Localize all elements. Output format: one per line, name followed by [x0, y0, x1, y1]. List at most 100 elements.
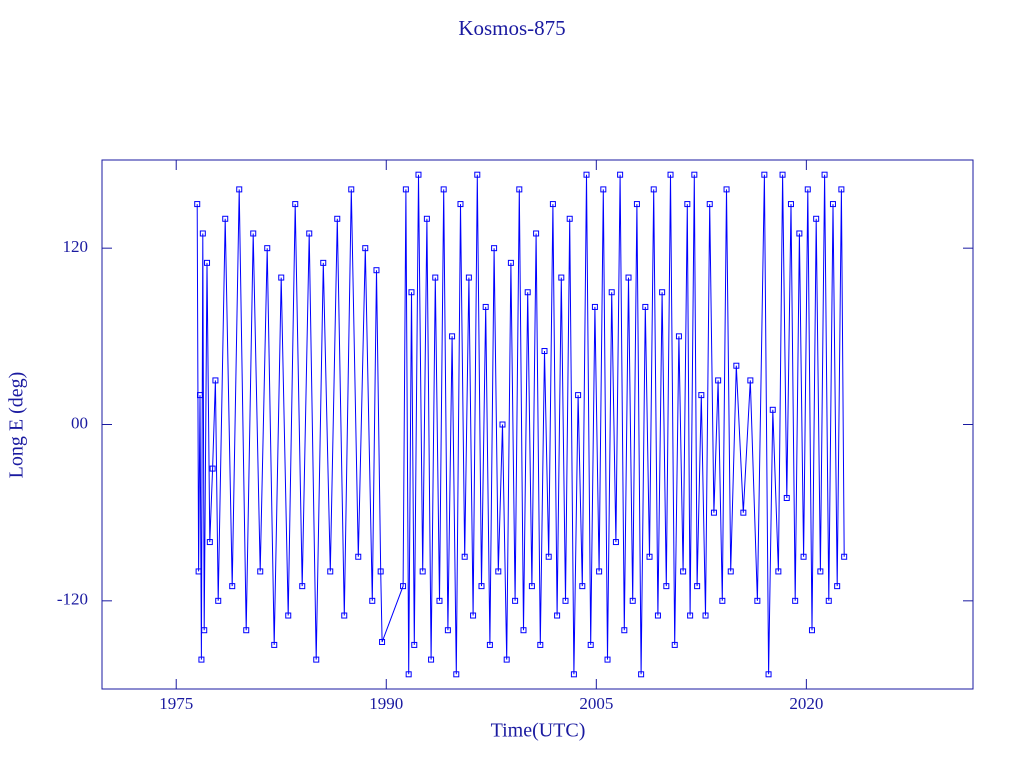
data-point [465, 274, 472, 281]
data-point [474, 171, 481, 178]
data-point [453, 671, 460, 678]
data-point [796, 230, 803, 237]
data-point [675, 333, 682, 340]
chart-title: Kosmos-875 [458, 16, 565, 40]
data-point [243, 627, 250, 634]
data-point [423, 215, 430, 222]
data-point [663, 583, 670, 590]
data-point [723, 186, 730, 193]
data-point [444, 627, 451, 634]
data-point [313, 656, 320, 663]
data-point [215, 597, 222, 604]
plot-frame [101, 159, 974, 690]
data-point [834, 583, 841, 590]
data-point [702, 612, 709, 619]
data-point [765, 671, 772, 678]
data-point [821, 171, 828, 178]
data-point [650, 186, 657, 193]
data-point [222, 215, 229, 222]
data-point [419, 568, 426, 575]
data-line [196, 174, 845, 675]
data-point [792, 597, 799, 604]
data-point [754, 597, 761, 604]
data-point [373, 267, 380, 274]
data-point [783, 494, 790, 501]
data-point [549, 201, 556, 208]
data-point [461, 553, 468, 560]
data-point [271, 641, 278, 648]
data-point [327, 568, 334, 575]
data-point [642, 303, 649, 310]
data-point [264, 245, 271, 252]
data-point [428, 656, 435, 663]
data-point [608, 289, 615, 296]
data-point [787, 201, 794, 208]
data-point [570, 671, 577, 678]
data-point [541, 348, 548, 355]
data-point [694, 583, 701, 590]
data-point [334, 215, 341, 222]
data-point [838, 186, 845, 193]
data-point [436, 597, 443, 604]
data-point [250, 230, 257, 237]
data-point [402, 186, 409, 193]
data-point [710, 509, 717, 516]
data-point [804, 186, 811, 193]
data-point [600, 186, 607, 193]
data-point [470, 612, 477, 619]
data-point [257, 568, 264, 575]
x-tick-label: 2020 [789, 694, 823, 713]
data-point [583, 171, 590, 178]
data-point [841, 553, 848, 560]
data-point [667, 171, 674, 178]
data-point [545, 553, 552, 560]
data-point [299, 583, 306, 590]
data-point [680, 568, 687, 575]
data-point [691, 171, 698, 178]
data-point [706, 201, 713, 208]
data-point [198, 656, 205, 663]
data-point [195, 568, 202, 575]
data-point [341, 612, 348, 619]
data-point [579, 583, 586, 590]
data-point [537, 641, 544, 648]
data-point [432, 274, 439, 281]
data-point [684, 201, 691, 208]
y-tick-label: -120 [57, 590, 88, 609]
data-point [769, 406, 776, 413]
data-point [829, 201, 836, 208]
data-point [362, 245, 369, 252]
data-point [512, 597, 519, 604]
data-point [596, 568, 603, 575]
data-point [405, 671, 412, 678]
data-point [478, 583, 485, 590]
y-tick-label: 120 [63, 237, 89, 256]
data-point [457, 201, 464, 208]
data-point [516, 186, 523, 193]
data-point [348, 186, 355, 193]
data-point [558, 274, 565, 281]
data-point [533, 230, 540, 237]
data-point [507, 259, 514, 266]
data-point [491, 245, 498, 252]
data-point [825, 597, 832, 604]
data-point [320, 259, 327, 266]
x-tick-label: 1975 [159, 694, 193, 713]
data-point [659, 289, 666, 296]
data-point [591, 303, 598, 310]
data-point [587, 641, 594, 648]
data-point [229, 583, 236, 590]
data-point [379, 638, 386, 645]
x-axis-label: Time(UTC) [491, 720, 586, 742]
data-point [486, 641, 493, 648]
data-point [554, 612, 561, 619]
data-point [495, 568, 502, 575]
data-point [733, 362, 740, 369]
data-point [575, 392, 582, 399]
data-point [747, 377, 754, 384]
data-point [779, 171, 786, 178]
data-point [369, 597, 376, 604]
data-point [408, 289, 415, 296]
data-point [719, 597, 726, 604]
